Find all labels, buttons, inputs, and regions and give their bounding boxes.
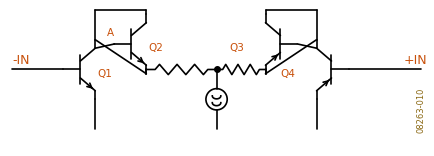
Text: Q4: Q4 [280,69,295,79]
Text: +IN: +IN [403,54,427,67]
Text: 08263-010: 08263-010 [415,88,424,133]
Text: Q3: Q3 [229,43,243,53]
Text: A: A [106,28,113,38]
Text: Q1: Q1 [97,69,112,79]
Text: -IN: -IN [12,54,30,67]
Text: Q2: Q2 [148,43,163,53]
